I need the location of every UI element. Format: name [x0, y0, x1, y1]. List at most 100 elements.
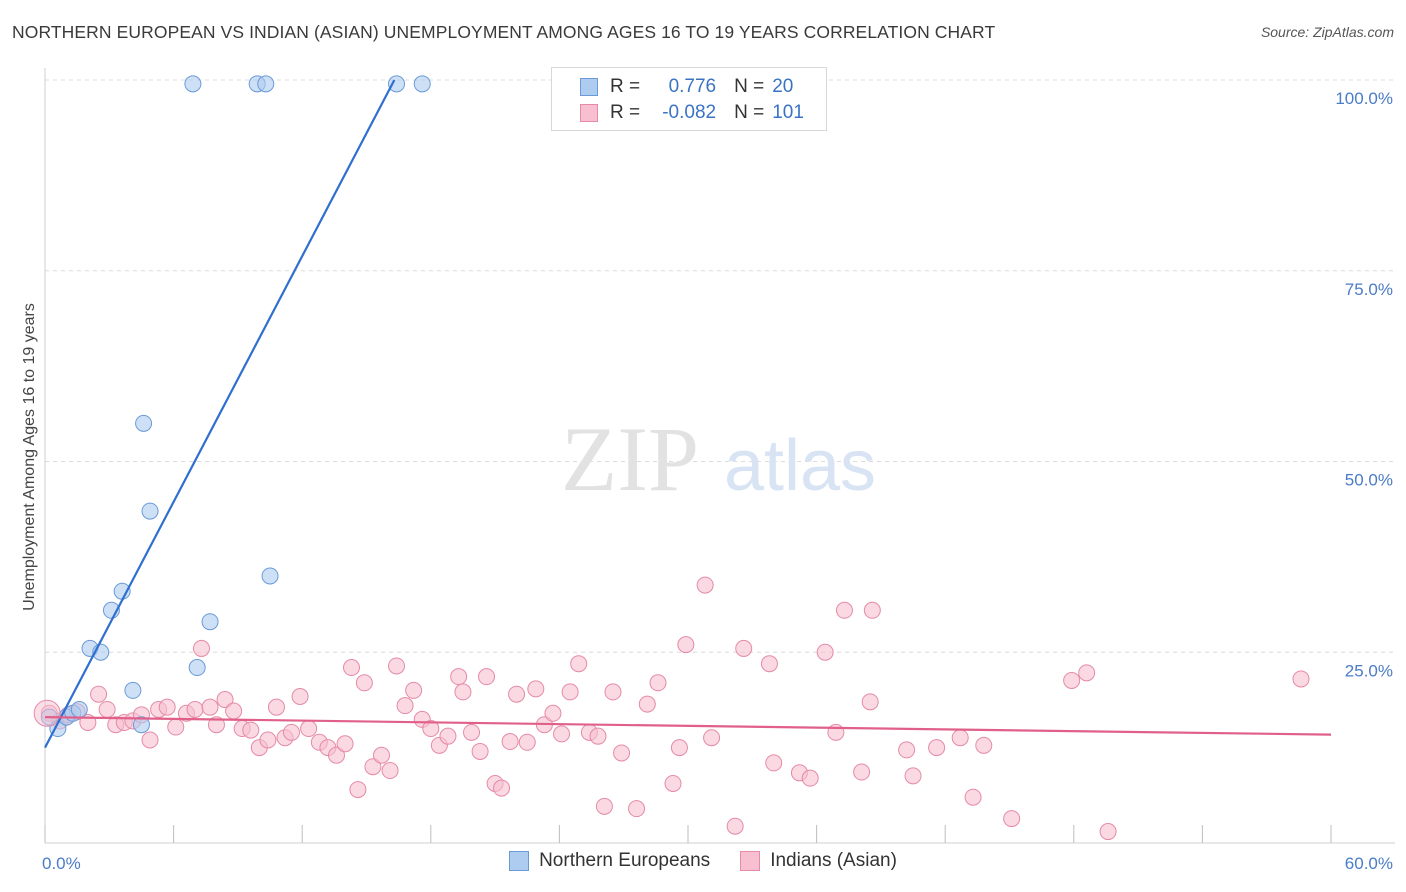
series-label-northern: Northern Europeans [539, 850, 711, 871]
data-point-indian [928, 739, 946, 757]
legend-swatch-indian [580, 104, 598, 122]
data-point-indian [760, 655, 778, 673]
data-point-indian [158, 698, 176, 716]
trend-line-northern [44, 79, 396, 749]
data-point-northern [257, 75, 275, 93]
series-swatch-northern [509, 851, 530, 871]
data-point-indian [735, 639, 753, 657]
data-point-indian [518, 733, 536, 751]
data-point-indian [1292, 670, 1310, 688]
data-point-indian [570, 655, 588, 673]
data-point-indian [242, 721, 260, 739]
data-point-northern [70, 700, 88, 718]
data-point-indian [355, 674, 373, 692]
data-point-indian [726, 817, 744, 835]
legend-row-indian: R = -0.082 N = 101 [552, 100, 804, 126]
axis-labels: 100.0% 75.0% 50.0% 25.0% 0.0% 60.0% [42, 89, 1393, 873]
data-point-indian [373, 746, 391, 764]
data-point-indian [225, 702, 243, 720]
data-point-northern [413, 75, 431, 93]
legend-row-northern: R = 0.776 N = 20 [552, 74, 793, 100]
series-legend: Northern Europeans Indians (Asian) [0, 850, 1406, 872]
legend-n-label: N = [734, 102, 765, 123]
data-point-indian [863, 601, 881, 619]
legend-r-label: R = [610, 102, 641, 123]
data-point-indian [98, 700, 116, 718]
y-axis-title: Unemployment Among Ages 16 to 19 years [21, 303, 38, 611]
data-point-indian [1078, 664, 1096, 682]
y-tick-label: 50.0% [1345, 471, 1393, 490]
data-point-indian [471, 742, 489, 760]
data-point-northern [124, 681, 142, 699]
data-point-indian [964, 788, 982, 806]
grid-lines [45, 79, 1395, 653]
data-point-indian [670, 739, 688, 757]
data-point-indian [216, 691, 234, 709]
data-point-indian [951, 729, 969, 747]
data-point-indian [561, 683, 579, 701]
data-point-indian [90, 685, 108, 703]
data-point-indian [454, 683, 472, 701]
data-point-indian [282, 723, 300, 741]
data-point-indian [364, 758, 382, 776]
legend-n-label: N = [734, 76, 765, 97]
data-point-indian [649, 674, 667, 692]
data-point-indian [381, 762, 399, 780]
data-point-indian [801, 769, 819, 787]
data-point-indian [300, 720, 318, 738]
data-point-indian [898, 741, 916, 759]
data-point-indian [192, 639, 210, 657]
data-point-indian [1099, 823, 1117, 841]
chart-title: NORTHERN EUROPEAN VS INDIAN (ASIAN) UNEM… [12, 22, 996, 42]
data-point-indian [291, 688, 309, 706]
data-point-indian [816, 643, 834, 661]
series-legend-indian[interactable]: Indians (Asian) [740, 850, 897, 872]
data-point-northern [188, 659, 206, 677]
data-point-indian [696, 576, 714, 594]
data-point-indian [677, 636, 695, 654]
data-point-indian [267, 698, 285, 716]
trend-line-indian [44, 716, 1332, 736]
source-label: Source: ZipAtlas.com [1260, 24, 1394, 40]
data-point-indian [186, 700, 204, 718]
data-point-indian [604, 683, 622, 701]
data-point-cluster [33, 699, 61, 727]
legend-r-label: R = [610, 76, 641, 97]
x-tick-label: 0.0% [42, 854, 81, 873]
data-point-indian [439, 727, 457, 745]
data-point-indian [904, 767, 922, 785]
data-point-northern [184, 75, 202, 93]
data-point-northern [201, 613, 219, 631]
legend-r-value: 0.776 [668, 76, 717, 97]
data-point-indian [463, 723, 481, 741]
data-point-indian [544, 704, 562, 722]
data-point-northern [132, 716, 150, 734]
data-point-indian [703, 729, 721, 747]
series-swatch-indian [740, 851, 761, 871]
series-legend-northern[interactable]: Northern Europeans [509, 850, 710, 872]
data-point-indian [167, 718, 185, 736]
data-point-indian [501, 733, 519, 751]
data-point-indian [861, 693, 879, 711]
trend-lines [44, 79, 1332, 749]
data-point-indian [613, 744, 631, 762]
data-point-indian [201, 698, 219, 716]
data-point-indian [664, 774, 682, 792]
data-point-indian [207, 716, 225, 734]
data-point-indian [405, 681, 423, 699]
data-point-indian [450, 668, 468, 686]
data-point-indian [336, 735, 354, 753]
data-point-northern [388, 75, 406, 93]
data-point-indian [327, 746, 345, 764]
data-point-indian [638, 695, 656, 713]
data-point-indian [1003, 810, 1021, 828]
data-point-northern [135, 414, 153, 432]
data-point-indian [388, 657, 406, 675]
data-point-indian [478, 668, 496, 686]
legend-n-value: 101 [772, 102, 804, 123]
y-tick-label: 100.0% [1335, 89, 1393, 108]
x-tick-label: 60.0% [1345, 854, 1393, 873]
data-point-northern [261, 567, 279, 585]
data-point-indian [527, 680, 545, 698]
data-point-indian [553, 725, 571, 743]
